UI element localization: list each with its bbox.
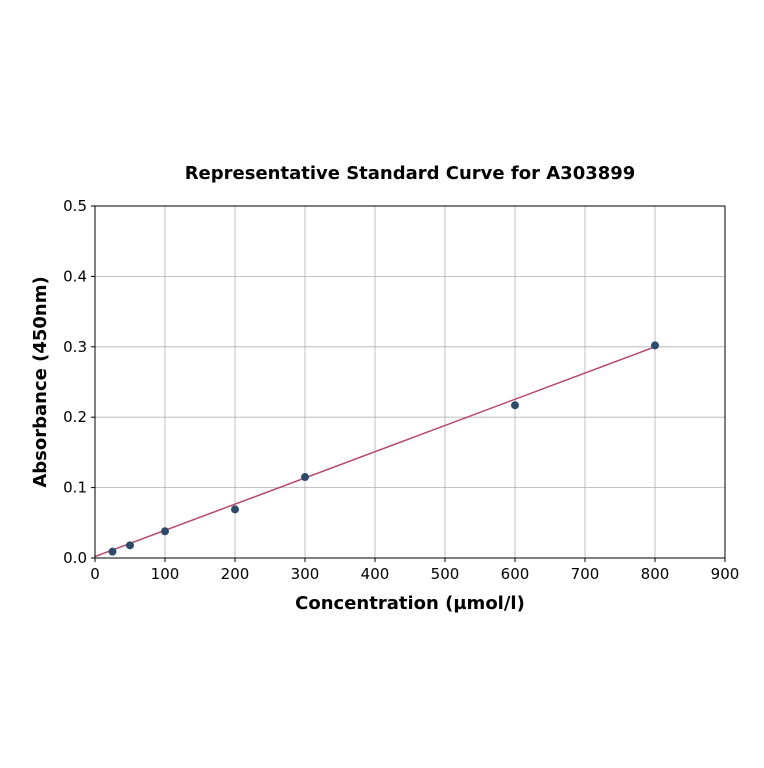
data-point xyxy=(126,541,134,550)
y-tick-label: 0.3 xyxy=(63,338,87,356)
data-point xyxy=(511,401,519,410)
data-point xyxy=(161,527,169,536)
x-tick-label: 0 xyxy=(90,565,100,583)
fit-line xyxy=(94,346,656,558)
axis-ticks: 0 100 200 300 400 500 600 700 800 900 0.0 0.1 0.2 0.3… xyxy=(63,197,739,583)
grid xyxy=(94,205,726,559)
x-tick-label: 800 xyxy=(641,565,670,583)
y-tick-label: 0.5 xyxy=(63,197,87,215)
plot-frame xyxy=(94,205,726,559)
data-point xyxy=(651,341,659,350)
x-tick-label: 700 xyxy=(571,565,600,583)
data-point xyxy=(301,473,309,482)
chart-title: Representative Standard Curve for A30389… xyxy=(185,163,636,184)
x-tick-label: 600 xyxy=(501,565,530,583)
x-tick-label: 200 xyxy=(221,565,250,583)
data-marks xyxy=(94,341,659,558)
x-tick-label: 300 xyxy=(291,565,320,583)
x-axis-label: Concentration (µmol/l) xyxy=(295,593,525,614)
data-point xyxy=(231,505,239,514)
x-tick-label: 400 xyxy=(361,565,390,583)
y-axis-label: Absorbance (450nm) xyxy=(30,276,51,487)
data-point xyxy=(108,547,117,556)
x-tick-label: 900 xyxy=(711,565,740,583)
x-tick-label: 100 xyxy=(151,565,180,583)
y-tick-label: 0.2 xyxy=(63,408,87,426)
x-tick-label: 500 xyxy=(431,565,460,583)
y-tick-label: 0.1 xyxy=(63,479,87,497)
y-tick-label: 0.0 xyxy=(63,549,87,567)
y-tick-label: 0.4 xyxy=(63,267,87,285)
